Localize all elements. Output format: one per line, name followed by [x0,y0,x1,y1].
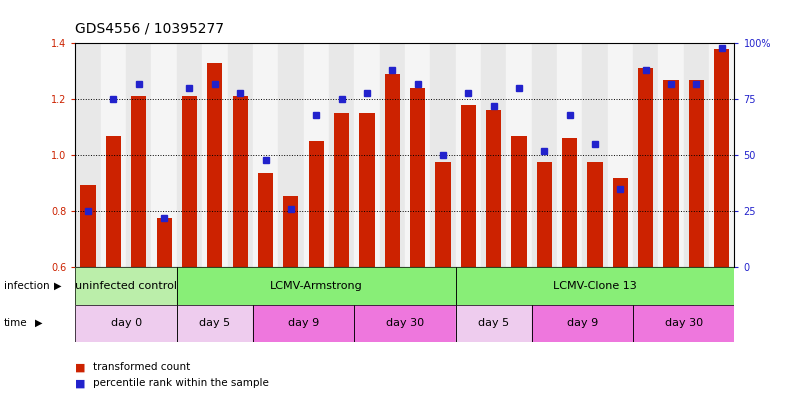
Text: day 5: day 5 [199,318,230,328]
Text: day 5: day 5 [478,318,509,328]
Bar [278,43,303,267]
Bar [106,136,121,267]
Bar [258,173,273,267]
Bar [329,43,354,267]
Bar [152,43,177,267]
Bar [354,305,456,342]
Bar [430,43,456,267]
Bar [633,43,658,267]
Bar [156,218,172,267]
Bar [233,96,248,267]
Bar [309,141,324,267]
Bar [633,305,734,342]
Text: GDS4556 / 10395277: GDS4556 / 10395277 [75,21,225,35]
Bar [633,305,734,342]
Bar [283,196,299,267]
Text: LCMV-Armstrong: LCMV-Armstrong [270,281,363,291]
Bar [709,43,734,267]
Text: ■: ■ [75,362,86,373]
Bar [126,43,152,267]
Bar [532,305,633,342]
Bar [252,305,354,342]
Bar [303,43,329,267]
Bar [588,162,603,267]
Bar [689,80,704,267]
Bar [177,305,252,342]
Bar [405,43,430,267]
Bar [537,162,552,267]
Bar [182,96,197,267]
Text: ▶: ▶ [54,281,61,291]
Bar [456,267,734,305]
Bar [380,43,405,267]
Bar [607,43,633,267]
Text: uninfected control: uninfected control [75,281,177,291]
Bar [658,43,684,267]
Bar [177,267,456,305]
Bar [486,110,501,267]
Bar [354,305,456,342]
Bar [410,88,426,267]
Text: day 30: day 30 [665,318,703,328]
Text: ▶: ▶ [35,318,42,328]
Bar [228,43,252,267]
Bar [664,80,679,267]
Text: time: time [4,318,28,328]
Text: ■: ■ [75,378,86,388]
Bar [481,43,507,267]
Bar [75,267,177,305]
Bar [75,305,177,342]
Bar [384,74,400,267]
Bar [613,178,628,267]
Bar [177,43,202,267]
Bar [101,43,126,267]
Bar [532,43,557,267]
Text: LCMV-Clone 13: LCMV-Clone 13 [553,281,637,291]
Bar [202,43,228,267]
Bar [252,43,278,267]
Text: transformed count: transformed count [93,362,190,373]
Text: day 0: day 0 [110,318,141,328]
Bar [456,43,481,267]
Bar [360,113,375,267]
Bar [557,43,582,267]
Bar [456,305,532,342]
Bar [684,43,709,267]
Bar [334,113,349,267]
Bar [177,267,456,305]
Bar [80,185,96,267]
Bar [582,43,607,267]
Bar [131,96,146,267]
Bar [507,43,532,267]
Bar [207,63,222,267]
Bar [456,267,734,305]
Bar [252,305,354,342]
Bar [562,138,577,267]
Bar [75,267,177,305]
Text: day 9: day 9 [288,318,319,328]
Bar [532,305,633,342]
Bar [354,43,380,267]
Text: infection: infection [4,281,49,291]
Bar [511,136,526,267]
Bar [714,49,730,267]
Text: day 30: day 30 [386,318,424,328]
Bar [177,305,252,342]
Text: day 9: day 9 [567,318,598,328]
Bar [456,305,532,342]
Bar [461,105,476,267]
Bar [435,162,450,267]
Bar [75,305,177,342]
Bar [638,68,653,267]
Bar [75,43,101,267]
Text: percentile rank within the sample: percentile rank within the sample [93,378,269,388]
